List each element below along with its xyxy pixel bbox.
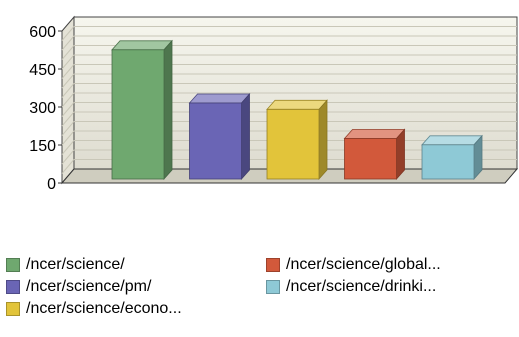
- gridline: [61, 83, 75, 98]
- gridline: [61, 64, 75, 79]
- gridline: [61, 45, 75, 60]
- bar-top: [421, 135, 483, 146]
- gridline: [61, 121, 75, 136]
- legend-label: /ncer/science/drinki...: [286, 278, 437, 295]
- y-tick-label: 300: [29, 100, 56, 117]
- bar-side: [396, 128, 405, 181]
- bar: [266, 108, 320, 180]
- gridline: [61, 92, 75, 108]
- bar-top: [188, 93, 251, 104]
- gridline: [61, 130, 75, 146]
- gridline: [61, 54, 75, 70]
- bar-side: [318, 99, 328, 181]
- bar-top: [111, 40, 173, 51]
- bar-top: [266, 99, 328, 110]
- legend-label: /ncer/science/econo...: [26, 300, 182, 317]
- legend-label: /ncer/science/pm/: [26, 278, 152, 295]
- bar-side: [241, 92, 250, 181]
- y-tick-label: 0: [47, 176, 56, 193]
- legend-item-science: /ncer/science/: [6, 254, 125, 276]
- bar-side: [163, 39, 173, 181]
- bar: [189, 102, 242, 180]
- gridline: [61, 26, 75, 41]
- legend-swatch: [266, 258, 280, 272]
- legend-swatch: [266, 280, 280, 294]
- bar: [421, 144, 475, 180]
- bar: [344, 138, 397, 180]
- y-tick-label: 600: [29, 24, 56, 41]
- legend-item-econo: /ncer/science/econo...: [6, 298, 182, 320]
- legend-swatch: [6, 258, 20, 272]
- gridline: [61, 102, 75, 117]
- legend-label: /ncer/science/global...: [286, 256, 441, 273]
- legend-item-global: /ncer/science/global...: [266, 254, 441, 276]
- chart-legend: /ncer/science/ /ncer/science/pm/ /ncer/s…: [0, 254, 519, 334]
- gridline: [61, 73, 75, 89]
- gridline: [61, 111, 75, 127]
- gridline: [61, 35, 75, 51]
- bar-chart: 0 150 300 450 600: [29, 15, 519, 193]
- legend-item-drinking: /ncer/science/drinki...: [266, 276, 436, 298]
- gridline: [61, 149, 75, 165]
- bar: [111, 49, 165, 180]
- legend-swatch: [6, 302, 20, 316]
- chart-canvas: 0 150 300 450 600: [29, 15, 519, 193]
- y-tick-label: 150: [29, 138, 56, 155]
- legend-label: /ncer/science/: [26, 256, 125, 273]
- gridline: [61, 140, 75, 155]
- legend-item-pm: /ncer/science/pm/: [6, 276, 151, 298]
- y-tick-label: 450: [29, 62, 56, 79]
- gridline: [61, 159, 75, 174]
- legend-swatch: [6, 280, 20, 294]
- bar-top: [343, 129, 406, 139]
